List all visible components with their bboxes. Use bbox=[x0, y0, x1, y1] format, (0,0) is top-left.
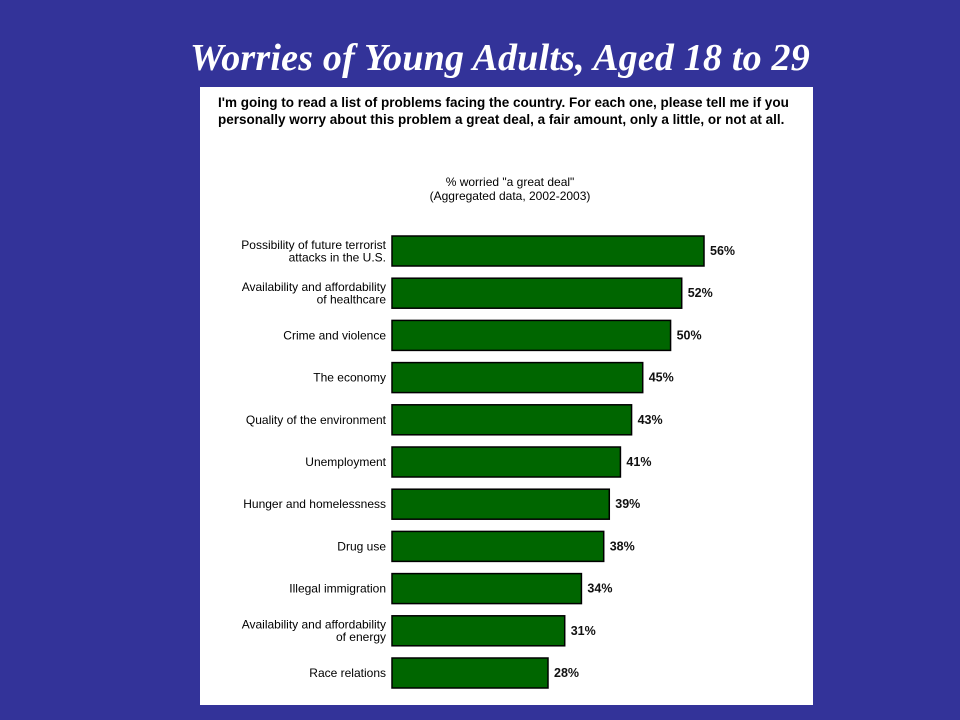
value-label-9: 31% bbox=[571, 624, 596, 638]
category-label-0-line-1: attacks in the U.S. bbox=[289, 250, 386, 264]
value-label-6: 39% bbox=[615, 497, 640, 511]
bar-5 bbox=[391, 446, 622, 478]
category-label-5-line-0: Unemployment bbox=[305, 455, 386, 469]
slide-title: Worries of Young Adults, Aged 18 to 29 bbox=[190, 37, 810, 79]
survey-question: I'm going to read a list of problems fac… bbox=[218, 95, 789, 127]
value-label-5: 41% bbox=[626, 455, 651, 469]
category-label-4-line-0: Quality of the environment bbox=[246, 413, 387, 427]
category-label-3-line-0: The economy bbox=[313, 371, 386, 385]
category-label-0-line-0: Possibility of future terrorist bbox=[241, 238, 386, 252]
chart-subtitle: % worried "a great deal" (Aggregated dat… bbox=[395, 175, 625, 203]
chart-panel: I'm going to read a list of problems fac… bbox=[200, 87, 813, 705]
bar-8 bbox=[391, 572, 583, 605]
subtitle-line-2: (Aggregated data, 2002-2003) bbox=[429, 189, 591, 203]
bar-chart: 56% Possibility of future terroristattack… bbox=[241, 235, 735, 689]
bar-10 bbox=[391, 657, 549, 689]
category-label-10-line-0: Race relations bbox=[309, 666, 386, 680]
category-label-9-line-0: Availability and affordability bbox=[242, 618, 386, 632]
category-label-2-line-0: Crime and violence bbox=[283, 328, 386, 342]
value-label-1: 52% bbox=[688, 286, 713, 300]
bar-7 bbox=[391, 530, 605, 563]
value-label-3: 45% bbox=[649, 371, 674, 385]
category-label-8-line-0: Illegal immigration bbox=[289, 582, 386, 596]
bar-4 bbox=[391, 404, 633, 436]
value-label-8: 34% bbox=[587, 582, 612, 596]
category-label-6-line-0: Hunger and homelessness bbox=[243, 497, 386, 511]
bar-2 bbox=[391, 319, 672, 352]
value-label-2: 50% bbox=[677, 328, 702, 342]
value-label-0: 56% bbox=[710, 244, 735, 258]
bar-3 bbox=[391, 361, 644, 394]
value-label-7: 38% bbox=[610, 539, 635, 553]
bar-6 bbox=[391, 488, 611, 520]
category-label-7-line-0: Drug use bbox=[337, 539, 386, 553]
value-label-10: 28% bbox=[554, 666, 579, 680]
subtitle-line-1: % worried "a great deal" bbox=[445, 175, 575, 189]
category-label-1-line-1: of healthcare bbox=[317, 292, 387, 306]
value-label-4: 43% bbox=[638, 413, 663, 427]
category-label-9-line-1: of energy bbox=[336, 630, 386, 644]
bar-1 bbox=[391, 277, 683, 309]
bar-0 bbox=[391, 235, 705, 267]
category-label-1-line-0: Availability and affordability bbox=[242, 280, 386, 294]
bar-9 bbox=[391, 615, 566, 647]
